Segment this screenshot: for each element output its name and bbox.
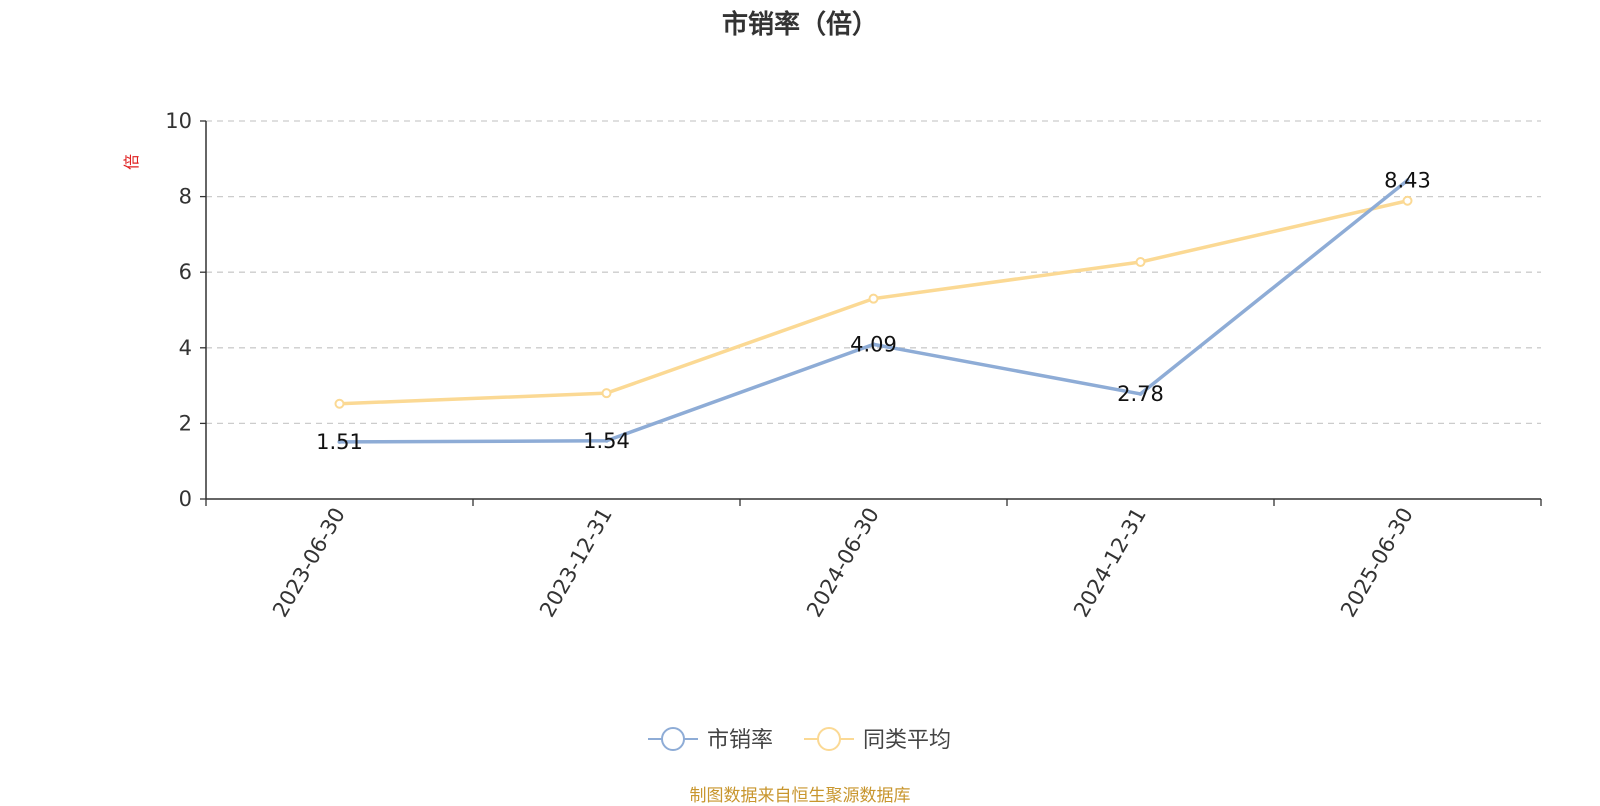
- legend-label: 市销率: [707, 728, 773, 753]
- series-point-1[interactable]: [1402, 195, 1413, 206]
- series-point-0[interactable]: [1138, 391, 1143, 396]
- y-tick-label: 10: [165, 109, 192, 133]
- x-tick-label: 2023-06-30: [268, 504, 350, 622]
- series-point-0[interactable]: [1405, 178, 1410, 183]
- series-point-1[interactable]: [868, 293, 879, 304]
- x-tick-label: 2025-06-30: [1336, 504, 1418, 622]
- y-tick-label: 8: [179, 185, 192, 209]
- series-line-0: [337, 178, 1410, 444]
- y-tick-label: 2: [179, 411, 192, 435]
- x-tick-label: 2023-12-31: [535, 504, 617, 622]
- series-layer: [334, 178, 1413, 444]
- grid-lines: [206, 120, 1541, 425]
- data-labels: 1.51 1.54 4.09 2.78 8.43: [316, 168, 1431, 454]
- data-label: 2.78: [1117, 382, 1164, 406]
- series-point-0[interactable]: [871, 342, 876, 347]
- series-point-0[interactable]: [604, 438, 609, 443]
- data-label: 4.09: [850, 332, 897, 356]
- y-axis-unit-label: 倍: [122, 154, 141, 170]
- y-tick-label: 4: [179, 336, 192, 360]
- axes: 0 2 4 6 8 10 2023-06-30 2023-12-31 2024-06-30 202…: [165, 109, 1542, 622]
- data-label: 1.51: [316, 430, 363, 454]
- legend-label: 同类平均: [863, 728, 951, 753]
- y-tick-label: 0: [179, 487, 192, 511]
- data-label: 1.54: [583, 429, 630, 453]
- legend-marker: [817, 727, 841, 751]
- footer-source-note: 制图数据来自恒生聚源数据库: [689, 786, 911, 806]
- x-tick-label: 2024-12-31: [1069, 504, 1151, 622]
- legend[interactable]: 市销率 同类平均: [648, 727, 951, 753]
- legend-item-0[interactable]: 市销率: [648, 727, 773, 753]
- chart-title: 市销率（倍）: [721, 10, 878, 40]
- legend-marker: [661, 727, 685, 751]
- data-label: 8.43: [1384, 168, 1431, 192]
- series-point-1[interactable]: [601, 388, 612, 399]
- series-point-1[interactable]: [1135, 256, 1146, 267]
- series-point-0[interactable]: [337, 439, 342, 444]
- series-point-1[interactable]: [334, 398, 345, 409]
- x-tick-label: 2024-06-30: [802, 504, 884, 622]
- y-tick-label: 6: [179, 260, 192, 284]
- legend-item-1[interactable]: 同类平均: [804, 727, 951, 753]
